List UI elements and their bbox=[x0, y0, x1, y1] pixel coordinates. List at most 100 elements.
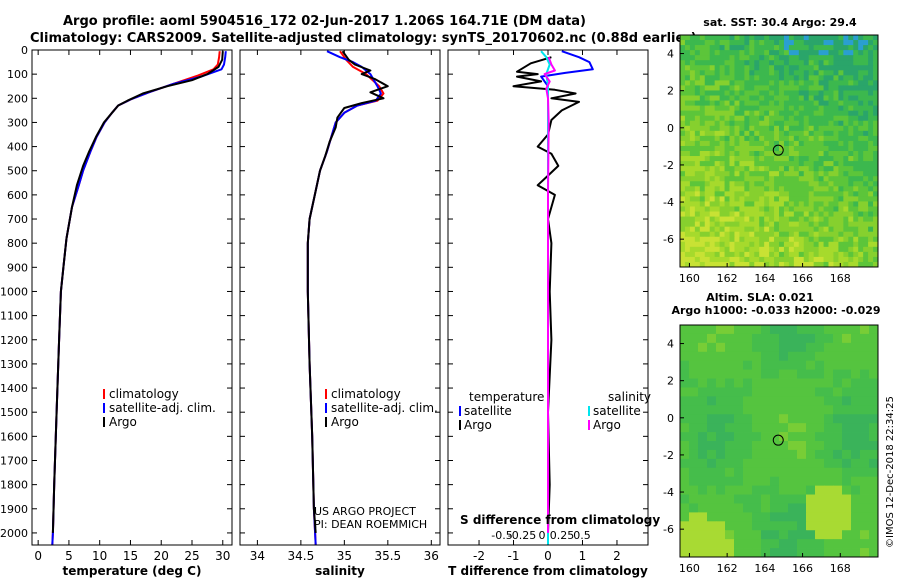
map-cell bbox=[873, 105, 879, 112]
map-cell bbox=[853, 231, 859, 238]
map-cell bbox=[739, 231, 745, 238]
map-cell bbox=[853, 95, 859, 101]
map-cell bbox=[749, 206, 755, 212]
map-cell bbox=[754, 251, 760, 258]
map-cell bbox=[842, 342, 852, 353]
map-cell bbox=[716, 494, 726, 504]
s-tick-label: 0.5 bbox=[573, 529, 591, 542]
map-cell bbox=[739, 65, 745, 71]
map-cell bbox=[798, 140, 805, 147]
map-cell bbox=[873, 216, 879, 223]
map-cell bbox=[797, 360, 807, 371]
map-cell bbox=[749, 256, 755, 263]
map-cell bbox=[838, 65, 844, 71]
map-cell bbox=[724, 125, 730, 132]
map-cell bbox=[833, 156, 839, 162]
map-cell bbox=[764, 206, 770, 212]
map-cell bbox=[680, 196, 686, 202]
map-cell bbox=[709, 261, 716, 268]
map-cell bbox=[694, 60, 701, 66]
map-cell bbox=[868, 120, 874, 127]
map-cell bbox=[743, 548, 753, 558]
map-cell bbox=[684, 191, 691, 197]
map-cell bbox=[707, 521, 717, 531]
map-cell bbox=[868, 35, 874, 41]
map-cell bbox=[774, 140, 780, 147]
map-cell bbox=[783, 156, 790, 162]
map-cell bbox=[833, 449, 843, 460]
map-cell bbox=[739, 75, 745, 81]
map-cell bbox=[704, 196, 711, 202]
map-cell bbox=[707, 458, 717, 469]
map-cell bbox=[739, 35, 745, 41]
map-cell bbox=[714, 65, 720, 71]
map-cell bbox=[769, 70, 775, 76]
map-cell bbox=[684, 75, 691, 81]
map-cell bbox=[833, 360, 843, 371]
map-cell bbox=[689, 539, 699, 549]
map-cell bbox=[684, 261, 691, 268]
map-cell bbox=[769, 90, 775, 96]
map-cell bbox=[729, 50, 735, 56]
map-cell bbox=[869, 414, 879, 424]
map-cell bbox=[749, 221, 755, 228]
map-cell bbox=[704, 145, 711, 152]
map-cell bbox=[714, 166, 720, 172]
map-cell bbox=[813, 100, 819, 107]
map-cell bbox=[752, 360, 762, 371]
map-cell bbox=[797, 369, 807, 379]
map-cell bbox=[684, 85, 691, 91]
map-cell bbox=[828, 130, 834, 137]
map-cell bbox=[714, 261, 720, 268]
map-cell bbox=[828, 221, 834, 228]
map-cell bbox=[788, 201, 795, 207]
map-cell bbox=[749, 65, 755, 71]
map-cell bbox=[788, 171, 795, 177]
map-cell bbox=[793, 186, 800, 192]
map-cell bbox=[843, 171, 849, 177]
map-cell bbox=[694, 156, 701, 162]
map-cell bbox=[824, 530, 834, 540]
map-cell bbox=[709, 176, 716, 182]
map-cell bbox=[853, 171, 859, 177]
map-cell bbox=[793, 85, 800, 91]
map-cell bbox=[769, 85, 775, 91]
map-cell bbox=[774, 191, 780, 197]
map-cell bbox=[838, 171, 844, 177]
map-cell bbox=[739, 125, 745, 132]
map-cell bbox=[779, 110, 785, 117]
map-cell bbox=[873, 161, 879, 167]
map-cell bbox=[788, 140, 795, 147]
map-cell bbox=[725, 476, 735, 487]
map-cell bbox=[803, 216, 810, 223]
map-cell bbox=[858, 90, 864, 96]
map-cell bbox=[743, 458, 753, 469]
map-cell bbox=[744, 256, 750, 263]
map-cell bbox=[858, 100, 864, 107]
map-cell bbox=[689, 521, 699, 531]
map-cell bbox=[833, 423, 843, 433]
map-cell bbox=[803, 246, 810, 253]
map-cell bbox=[694, 95, 701, 101]
map-cell bbox=[774, 181, 780, 187]
map-cell bbox=[689, 55, 696, 61]
map-cell bbox=[680, 261, 686, 268]
map-cell bbox=[824, 467, 834, 478]
map-cell bbox=[770, 423, 780, 433]
map-cell bbox=[754, 226, 760, 233]
map-cell bbox=[843, 151, 849, 157]
map-cell bbox=[848, 191, 854, 197]
map-cell bbox=[783, 85, 790, 91]
map-cell bbox=[793, 161, 800, 167]
map-cell bbox=[719, 60, 725, 66]
map-cell bbox=[779, 145, 785, 152]
map-cell bbox=[863, 125, 869, 132]
map-cell bbox=[754, 60, 760, 66]
map-cell bbox=[823, 35, 829, 41]
map-cell bbox=[689, 530, 699, 540]
map-cell bbox=[744, 231, 750, 238]
map-cell bbox=[779, 530, 789, 540]
map-cell bbox=[851, 521, 861, 531]
map-cell bbox=[734, 176, 740, 182]
map-cell bbox=[769, 100, 775, 107]
